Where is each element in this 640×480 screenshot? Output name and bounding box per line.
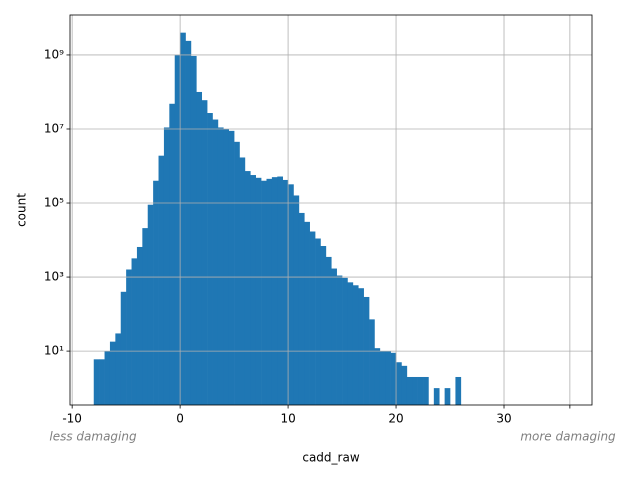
bar [223,128,230,405]
x-tick-label: 0 [176,412,184,426]
bar [217,127,224,405]
bar [347,282,354,405]
bar [385,351,391,405]
bar [93,359,100,405]
bar [185,40,192,405]
bar [261,180,267,405]
bar [433,388,440,405]
bar [234,141,240,405]
y-tick-label: 10¹ [44,344,64,358]
bar [126,269,132,405]
bar [390,352,397,405]
bar [104,351,111,405]
y-tick-label: 10⁵ [44,196,64,210]
bar [180,32,186,405]
bar [201,100,208,405]
bar [358,288,364,405]
bar [423,376,429,405]
bar [142,228,149,405]
x-tick-label: 10 [280,412,295,426]
bar [304,221,310,405]
bar [293,195,300,405]
bar [174,54,181,405]
bar [331,268,337,405]
bar [271,177,278,405]
x-axis-label: cadd_raw [302,451,359,465]
bar [455,376,462,405]
bar [255,177,262,405]
bar [396,362,402,405]
bar [325,256,332,405]
bar [369,319,375,405]
bar [228,130,235,405]
annotation: more damaging [520,430,616,444]
plot-frame [69,14,593,406]
bar [115,333,122,405]
bar [212,119,219,405]
y-axis-label: count [15,193,29,227]
bar [153,180,159,405]
x-tick-label: 20 [388,412,403,426]
bar [266,178,273,405]
bar [163,127,170,405]
y-tick-label: 10⁹ [44,47,64,61]
x-tick-label: 30 [496,412,511,426]
bar [298,212,305,405]
bar [401,365,408,405]
bar [158,155,165,405]
bar [239,157,246,405]
bar [244,171,251,405]
bar [288,184,294,405]
bar [342,277,348,405]
bar [147,204,154,405]
bar [207,113,213,405]
bar [196,91,203,406]
bar [406,376,413,405]
y-tick-label: 10³ [44,270,64,284]
bar [190,55,197,405]
bar [320,246,327,405]
bar [315,238,321,405]
bar [277,176,283,405]
x-tick-label: -10 [62,412,82,426]
bar [412,376,418,405]
bar [99,359,105,405]
annotation: less damaging [49,430,137,444]
bar [444,388,451,405]
bar [282,179,289,405]
bar [374,348,381,405]
bar [309,231,316,405]
bar [169,103,176,406]
bar [336,275,343,405]
bar [352,285,359,405]
bar [131,258,138,405]
bar [417,376,424,405]
y-tick-label: 10⁷ [44,121,64,135]
bar [379,351,386,405]
bar [120,291,127,405]
bar [250,175,256,405]
bar [136,246,143,405]
bar [109,341,116,405]
